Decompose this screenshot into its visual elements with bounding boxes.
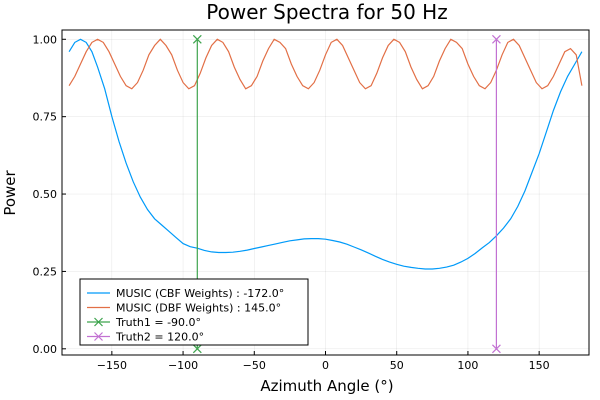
legend-label-2: MUSIC (DBF Weights) : 145.0° [116, 302, 281, 315]
legend-marker-3 [94, 317, 103, 327]
series-3-marker-stroke-b [192, 34, 202, 44]
y-axis-label: Power [1, 169, 19, 215]
legend-box [79, 278, 309, 346]
series-4-marker-stroke-b [491, 34, 501, 44]
y-tick-label: 0.75 [33, 111, 58, 124]
y-tick-label: 0.00 [33, 343, 58, 356]
series-3-marker-stroke-b [192, 344, 202, 354]
y-tick-label: 1.00 [33, 33, 58, 46]
legend-marker-4-stroke-b [94, 332, 103, 341]
x-tick-label: −100 [168, 359, 198, 372]
x-tick-label: 150 [529, 359, 550, 372]
axis-ticks: −150 −100 −50 0 50 100 150 0.00 0.25 0.50 0.75 1.00 [33, 33, 550, 372]
y-tick-label: 0.50 [33, 188, 58, 201]
series-3-marker [192, 344, 202, 354]
legend-label-3: Truth1 = -90.0° [115, 316, 201, 329]
y-tick-label: 0.25 [33, 265, 58, 278]
x-tick-label: −150 [97, 359, 127, 372]
x-tick-label: −50 [243, 359, 266, 372]
series-4-marker [491, 344, 501, 354]
legend-marker-4 [94, 332, 103, 341]
legend-marker-3-stroke-b [94, 317, 103, 327]
x-tick-label: 0 [322, 359, 329, 372]
series-4-marker-stroke-b [491, 344, 501, 354]
legend: MUSIC (CBF Weights) : -172.0° MUSIC (DBF … [79, 278, 309, 346]
legend-label-4: Truth2 = 120.0° [115, 331, 204, 344]
x-tick-label: 50 [390, 359, 404, 372]
grid [62, 30, 589, 355]
series-3-marker [192, 34, 202, 44]
x-tick-label: 100 [457, 359, 478, 372]
series-1-line [68, 38, 583, 270]
legend-label-1: MUSIC (CBF Weights) : -172.0° [116, 287, 284, 300]
series-4-marker [491, 34, 501, 44]
x-axis-label: Azimuth Angle (°) [260, 377, 393, 395]
chart-title: Power Spectra for 50 Hz [206, 0, 447, 24]
